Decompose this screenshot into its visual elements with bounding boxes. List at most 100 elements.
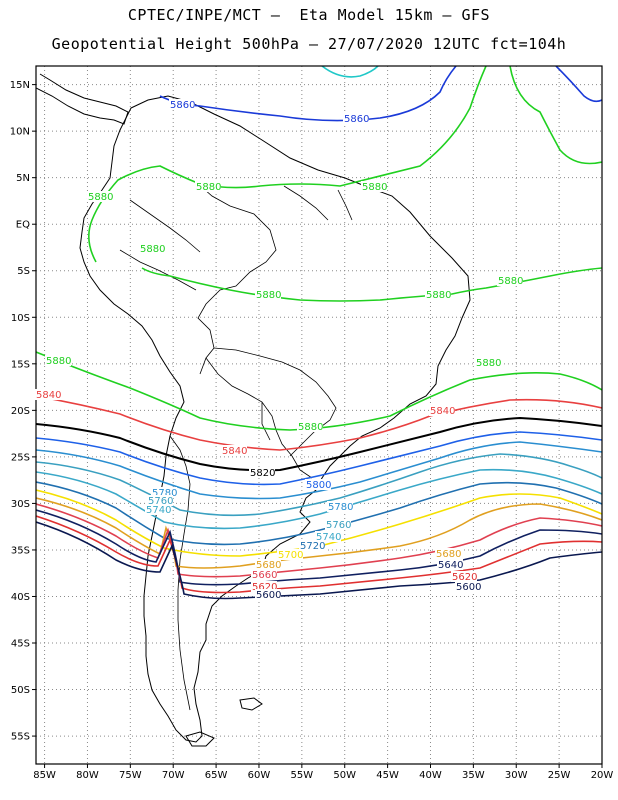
lat-tick-label: 15N <box>10 80 30 91</box>
contour-label-5880: 5880 <box>426 290 451 301</box>
contour-label-bg <box>251 581 277 592</box>
contour-label-5740: 5740 <box>146 505 171 516</box>
lat-tick-label: EQ <box>16 220 30 231</box>
contour-label-5880: 5880 <box>140 244 165 255</box>
contour-label-bg <box>425 289 451 300</box>
contour-5760 <box>36 453 602 517</box>
contour-label-5780: 5780 <box>328 502 353 513</box>
contour-label-5880: 5880 <box>362 182 387 193</box>
contour-label-5780: 5780 <box>152 488 177 499</box>
contour-5800 <box>36 431 602 486</box>
tierra-del-fuego <box>185 731 215 747</box>
contour-label-bg <box>435 548 461 559</box>
contour-5720 <box>36 481 602 546</box>
contour-label-bg <box>139 243 165 254</box>
lat-tick-label: 5N <box>16 173 30 184</box>
longitude-tick-labels: 85W 80W 75W 70W 65W 60W 55W 50W 45W 40W 35W 30W 25W 2… <box>33 770 613 781</box>
contour-5840 <box>36 395 602 451</box>
axis-ticks <box>32 84 603 768</box>
falkland-islands <box>239 697 263 711</box>
contour-label-5880: 5880 <box>256 290 281 301</box>
contour-label-5880: 5880 <box>46 356 71 367</box>
contour-label-5620: 5620 <box>452 572 477 583</box>
contour-label-5860: 5860 <box>170 100 195 111</box>
contour-label-bg <box>437 559 463 570</box>
contour-label-5840: 5840 <box>222 446 247 457</box>
contour-5860-ne <box>555 66 602 103</box>
contour-labels: 5880 5880 5880 5880 5880 5880 5880 5880 5880 5880… <box>35 99 523 601</box>
contour-label-5680: 5680 <box>436 549 461 560</box>
contour-label-5640: 5640 <box>438 560 463 571</box>
lat-tick-label: 15S <box>11 359 30 370</box>
lon-tick-label: 60W <box>248 770 271 781</box>
contour-label-bg <box>277 549 303 560</box>
lat-tick-label: 20S <box>11 406 30 417</box>
lat-tick-label: 10N <box>10 127 30 138</box>
contour-label-bg <box>35 389 61 400</box>
contour-label-5600: 5600 <box>256 590 281 601</box>
contour-label-bg <box>195 181 221 192</box>
contour-label-bg <box>145 504 171 515</box>
contour-label-bg <box>475 357 501 368</box>
contour-label-bg <box>221 445 247 456</box>
lat-tick-label: 35S <box>11 545 30 556</box>
contour-label-5880: 5880 <box>196 182 221 193</box>
contour-5740 <box>36 468 602 530</box>
contour-label-bg <box>343 113 369 124</box>
lon-tick-label: 50W <box>333 770 356 781</box>
lon-tick-label: 45W <box>376 770 399 781</box>
contour-label-5680: 5680 <box>256 560 281 571</box>
contour-label-bg <box>87 191 113 202</box>
contour-label-5660: 5660 <box>252 570 277 581</box>
central-america-coastline <box>36 73 129 125</box>
lon-tick-label: 85W <box>33 770 56 781</box>
contour-label-bg <box>327 501 353 512</box>
latitude-tick-labels: 15N 10N 5N EQ 5S 10S 15S 20S 25S 30S 35S 40S 45S 50S 5… <box>10 80 30 742</box>
map-frame <box>35 65 603 765</box>
contour-label-5700: 5700 <box>278 550 303 561</box>
lon-tick-label: 25W <box>548 770 571 781</box>
contour-label-5600: 5600 <box>456 582 481 593</box>
contour-label-bg <box>305 479 331 490</box>
lon-tick-label: 30W <box>505 770 528 781</box>
contour-label-5880: 5880 <box>88 192 113 203</box>
contour-label-bg <box>151 487 177 498</box>
contour-label-5720: 5720 <box>300 541 325 552</box>
contour-label-5840: 5840 <box>430 406 455 417</box>
lon-tick-label: 75W <box>119 770 142 781</box>
contour-label-bg <box>255 589 281 600</box>
contour-label-5860: 5860 <box>344 114 369 125</box>
lat-tick-label: 55S <box>11 732 30 743</box>
contour-5780 <box>36 441 602 500</box>
contour-5860-north <box>159 66 457 122</box>
coastline-layer <box>36 73 471 747</box>
contour-label-bg <box>45 355 71 366</box>
contour-5880-south <box>36 351 602 431</box>
lat-tick-label: 50S <box>11 685 30 696</box>
lat-tick-label: 5S <box>17 266 30 277</box>
lon-tick-label: 80W <box>76 770 99 781</box>
lat-tick-label: 30S <box>11 499 30 510</box>
contour-label-bg <box>325 519 351 530</box>
contour-5620 <box>36 515 602 594</box>
map-title-line2: Geopotential Height 500hPa – 27/07/2020 … <box>51 35 567 53</box>
lon-tick-label: 20W <box>591 770 614 781</box>
contour-label-bg <box>255 559 281 570</box>
contour-5900 <box>321 66 379 78</box>
lat-tick-label: 25S <box>11 452 30 463</box>
contour-label-bg <box>451 571 477 582</box>
contour-label-5800: 5800 <box>306 480 331 491</box>
lon-tick-label: 70W <box>162 770 185 781</box>
contour-label-5620: 5620 <box>252 582 277 593</box>
contour-5880-mid <box>141 267 602 302</box>
contour-lines <box>36 66 602 600</box>
contour-label-bg <box>255 289 281 300</box>
contour-5640 <box>36 509 602 586</box>
lon-tick-label: 55W <box>291 770 314 781</box>
south-america-coastline <box>79 95 471 743</box>
country-borders <box>119 181 353 711</box>
contour-label-bg <box>251 569 277 580</box>
lon-tick-label: 65W <box>205 770 228 781</box>
lat-tick-label: 10S <box>11 313 30 324</box>
